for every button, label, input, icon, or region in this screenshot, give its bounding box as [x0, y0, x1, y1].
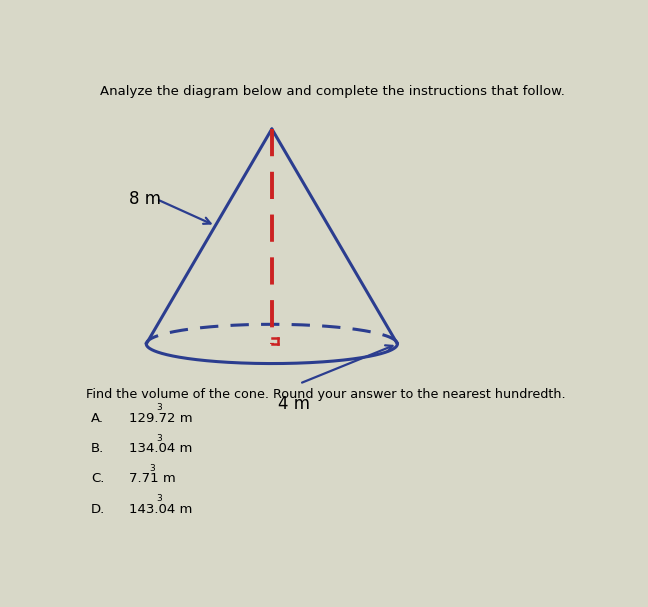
Text: A.: A.	[91, 412, 104, 425]
Text: 3: 3	[156, 433, 162, 443]
Text: 7.71 m: 7.71 m	[129, 472, 176, 486]
Text: 129.72 m: 129.72 m	[129, 412, 192, 425]
Text: 4 m: 4 m	[279, 395, 310, 413]
Text: Find the volume of the cone. Round your answer to the nearest hundredth.: Find the volume of the cone. Round your …	[86, 388, 566, 401]
Text: B.: B.	[91, 442, 104, 455]
Text: 3: 3	[156, 495, 162, 503]
Text: Analyze the diagram below and complete the instructions that follow.: Analyze the diagram below and complete t…	[100, 84, 564, 98]
Text: C.: C.	[91, 472, 104, 486]
Text: D.: D.	[91, 503, 105, 516]
Text: 143.04 m: 143.04 m	[129, 503, 192, 516]
Text: 3: 3	[149, 464, 155, 473]
Text: 3: 3	[156, 403, 162, 412]
Text: 134.04 m: 134.04 m	[129, 442, 192, 455]
Text: 8 m: 8 m	[129, 190, 161, 208]
